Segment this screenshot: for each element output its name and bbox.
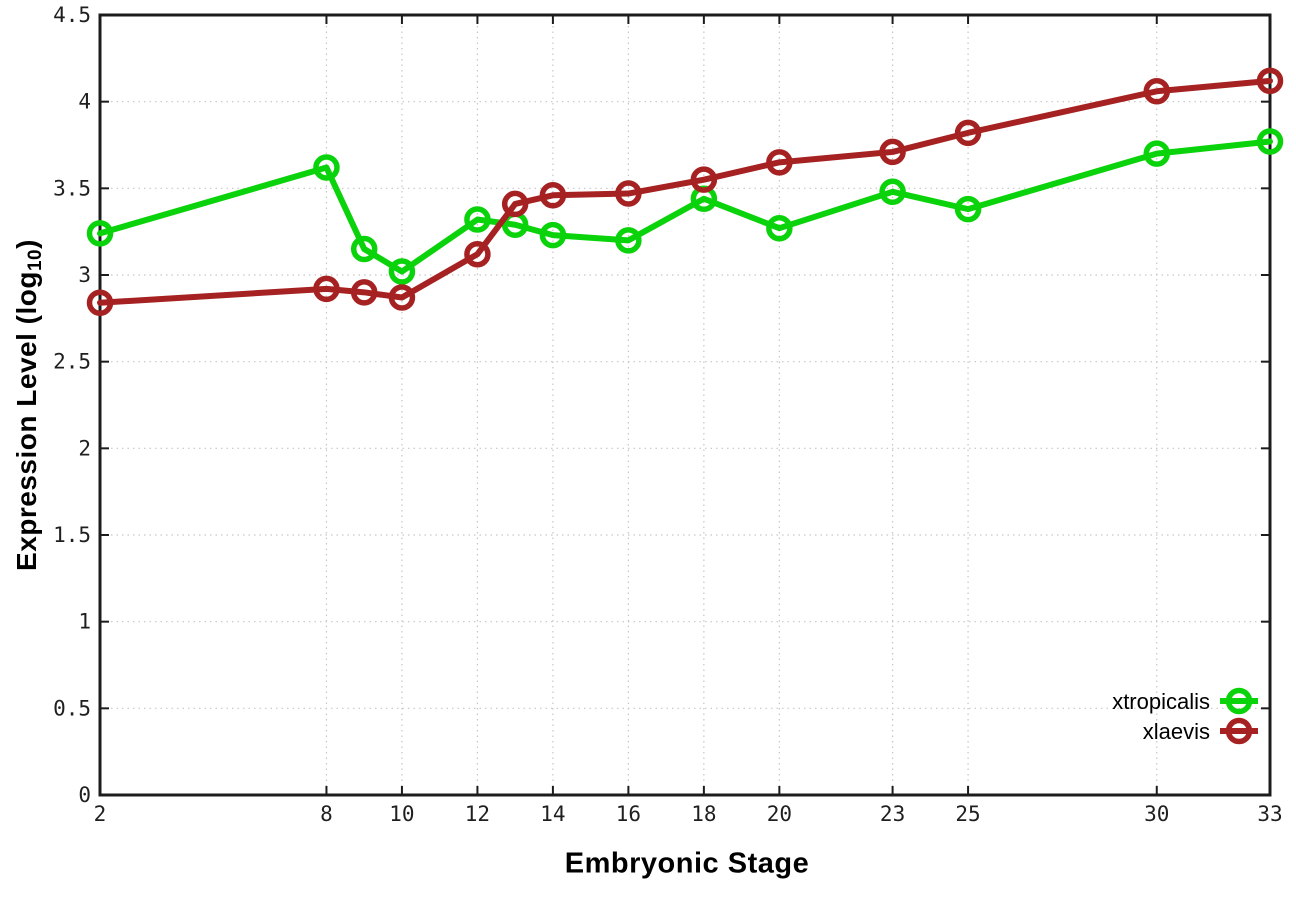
y-tick-label: 4.5: [53, 3, 91, 27]
x-tick-label: 25: [955, 802, 980, 826]
data-point-xtropicalis-33: [1256, 128, 1284, 155]
data-point-xtropicalis-2: [86, 220, 114, 247]
legend-label-xlaevis: xlaevis: [1143, 719, 1210, 744]
data-point-xlaevis-23: [879, 138, 906, 166]
plot-border: [98, 13, 1272, 797]
y-axis-title-subscript: 10: [24, 248, 46, 272]
data-point-xlaevis-2: [86, 289, 114, 316]
y-axis-title: Expression Level (log10): [11, 239, 46, 571]
x-axis-title: Embryonic Stage: [564, 847, 810, 880]
data-point-xtropicalis-30: [1143, 140, 1171, 167]
y-tick-label: 0: [78, 783, 91, 807]
data-point-xlaevis-25: [954, 119, 982, 147]
data-point-xlaevis-18: [690, 166, 718, 193]
data-point-xtropicalis-8: [313, 154, 340, 181]
x-tick-label: 16: [616, 802, 641, 826]
data-point-xlaevis-20: [766, 149, 793, 176]
data-point-xtropicalis-10: [388, 258, 416, 285]
x-tick-label: 8: [320, 802, 333, 826]
data-point-xlaevis-13: [501, 190, 529, 218]
x-tick-label: 10: [389, 802, 414, 826]
data-point-xtropicalis-9: [350, 235, 378, 263]
legend-marker-xlaevis: [1225, 717, 1253, 745]
data-point-xlaevis-14: [539, 182, 567, 209]
x-tick-label: 18: [691, 802, 716, 826]
y-tick-label: 2.5: [53, 350, 91, 374]
data-point-xlaevis-12: [464, 240, 491, 268]
x-tick-label: 2: [94, 802, 107, 826]
x-tick-label: 20: [767, 802, 792, 826]
data-point-xtropicalis-14: [539, 221, 567, 249]
data-point-xlaevis-9: [350, 279, 378, 306]
y-tick-label: 0.5: [53, 696, 91, 720]
data-point-xtropicalis-16: [615, 227, 642, 254]
data-point-xtropicalis-23: [879, 178, 906, 206]
data-point-xtropicalis-25: [954, 195, 982, 223]
series-line-xtropicalis: [97, 138, 1273, 275]
y-tick-label: 3.5: [53, 176, 91, 200]
data-point-xlaevis-30: [1143, 78, 1171, 105]
legend-label-xtropicalis: xtropicalis: [1112, 689, 1210, 714]
y-axis-title-close: ): [11, 239, 42, 249]
x-tick-label: 30: [1144, 802, 1169, 826]
series-line-xlaevis: [97, 77, 1273, 306]
y-axis-title-text: Expression Level (log: [11, 271, 42, 571]
data-point-xlaevis-16: [615, 180, 642, 207]
y-tick-label: 1.5: [53, 523, 91, 547]
x-tick-label: 23: [880, 802, 905, 826]
legend-marker-xtropicalis: [1225, 687, 1253, 715]
y-tick-label: 1: [78, 610, 91, 634]
x-tick-label: 12: [465, 802, 490, 826]
data-point-xtropicalis-12: [464, 206, 491, 233]
y-tick-label: 4: [78, 90, 91, 114]
data-point-xlaevis-10: [388, 284, 416, 311]
y-tick-label: 3: [78, 263, 91, 287]
y-tick-label: 2: [78, 436, 91, 460]
x-tick-label: 33: [1257, 802, 1282, 826]
data-point-xtropicalis-20: [766, 214, 793, 242]
data-point-xlaevis-8: [313, 275, 340, 303]
data-point-xlaevis-33: [1256, 67, 1284, 95]
x-tick-label: 14: [540, 802, 565, 826]
